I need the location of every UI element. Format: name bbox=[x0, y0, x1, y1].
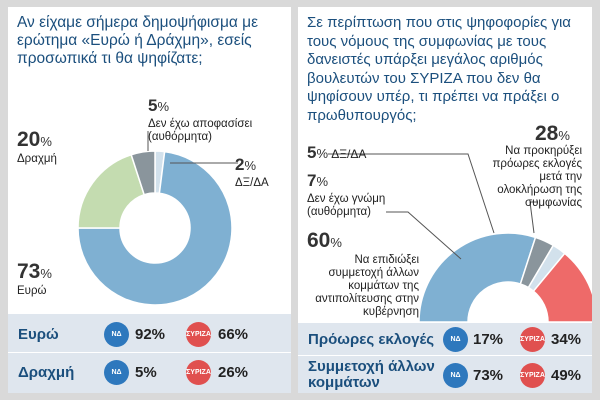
left-label-dk: 2% ΔΞ/ΔΑ bbox=[235, 154, 269, 190]
right-half-donut-chart bbox=[328, 153, 592, 323]
row-nd-value: 5% bbox=[135, 363, 157, 381]
coalition-text: Να επιδιώξει συμμετοχή άλλων κομμάτων τη… bbox=[315, 254, 419, 318]
left-donut-chart bbox=[77, 131, 238, 306]
coalition-value: 60 bbox=[307, 229, 331, 252]
undecided-pct-sign: % bbox=[157, 99, 170, 114]
table-row: Συμμετοχή άλλων κομμάτων ΝΔ 73% ΣΥΡΙΖΑ 4… bbox=[298, 359, 592, 391]
left-label-euro: 73% Ευρώ bbox=[17, 261, 52, 298]
drachma-name: Δραχμή bbox=[17, 153, 57, 165]
left-dk-name: ΔΞ/ΔΑ bbox=[235, 177, 269, 189]
noopinion-name: Δεν έχω γνώμη bbox=[307, 193, 386, 205]
row-syriza-value: 49% bbox=[551, 366, 582, 384]
undecided-value: 5 bbox=[148, 96, 158, 115]
nd-logo-icon: ΝΔ bbox=[443, 326, 468, 352]
noopinion-value: 7 bbox=[307, 171, 317, 190]
right-dk-name: ΔΞ/ΔΑ bbox=[331, 147, 367, 161]
left-question: Αν είχαμε σήμερα δημοψήφισμα με ερώτημα … bbox=[17, 14, 258, 67]
undecided-name: Δεν έχω αποφασίσει bbox=[148, 118, 253, 130]
syriza-logo-icon: ΣΥΡΙΖΑ bbox=[186, 359, 211, 385]
nd-logo-icon: ΝΔ bbox=[443, 362, 468, 388]
left-label-undecided: 5% Δεν έχω αποφασίσει (αυθόρμητα) bbox=[148, 95, 288, 144]
drachma-pct-sign: % bbox=[40, 134, 52, 149]
left-label-drachma: 20% Δραχμή bbox=[17, 129, 57, 166]
row-name: Συμμετοχή άλλων κομμάτων bbox=[308, 358, 435, 391]
left-slice-2 bbox=[130, 150, 156, 196]
drachma-value: 20 bbox=[17, 128, 41, 151]
row-divider bbox=[298, 355, 592, 356]
leader-line-0 bbox=[328, 153, 495, 234]
syriza-logo-icon: ΣΥΡΙΖΑ bbox=[520, 326, 545, 352]
row-name: Ευρώ bbox=[18, 325, 59, 343]
coalition-pct-sign: % bbox=[330, 235, 342, 250]
nd-logo-icon: ΝΔ bbox=[104, 359, 129, 385]
right-label-coalition: 60% bbox=[307, 230, 342, 254]
left-dk-pct-sign: % bbox=[244, 158, 257, 173]
table-row: Ευρώ ΝΔ 92% ΣΥΡΙΖΑ 66% bbox=[8, 320, 291, 348]
right-label-dk: 5% ΔΞ/ΔΑ bbox=[307, 142, 366, 165]
right-slice-3 bbox=[532, 252, 592, 323]
row-syriza-value: 66% bbox=[218, 325, 249, 343]
leader-line-1 bbox=[386, 211, 462, 260]
left-dk-value: 2 bbox=[235, 155, 245, 174]
right-label-noopinion: 7% Δεν έχω γνώμη (αυθόρμητα) bbox=[307, 170, 385, 219]
noopinion-pct-sign: % bbox=[316, 174, 329, 189]
syriza-logo-icon: ΣΥΡΙΖΑ bbox=[520, 362, 545, 388]
elections-pct-sign: % bbox=[558, 128, 570, 143]
row-syriza-value: 26% bbox=[218, 363, 249, 381]
syriza-logo-icon: ΣΥΡΙΖΑ bbox=[186, 321, 211, 347]
table-row: Δραχμή ΝΔ 5% ΣΥΡΙΖΑ 26% bbox=[8, 358, 291, 386]
right-bottom-table: Πρόωρες εκλογές ΝΔ 17% ΣΥΡΙΖΑ 34% Συμμετ… bbox=[298, 323, 592, 393]
row-name: Δραχμή bbox=[18, 363, 75, 381]
row-nd-value: 17% bbox=[473, 330, 504, 348]
nd-logo-icon: ΝΔ bbox=[104, 321, 129, 347]
elections-value: 28 bbox=[535, 122, 559, 145]
row-syriza-value: 34% bbox=[551, 330, 582, 348]
euro-name: Ευρώ bbox=[17, 285, 47, 297]
undecided-note: (αυθόρμητα) bbox=[148, 131, 212, 143]
right-label-elections: 28% bbox=[535, 123, 570, 147]
right-slice-0 bbox=[418, 232, 537, 323]
elections-text: Να προκηρύξει πρόωρες εκλογές μετά την ο… bbox=[492, 145, 582, 209]
left-panel: Αν είχαμε σήμερα δημοψήφισμα με ερώτημα … bbox=[8, 7, 291, 393]
euro-value: 73 bbox=[17, 260, 41, 283]
euro-pct-sign: % bbox=[40, 266, 52, 281]
left-slice-0 bbox=[77, 150, 233, 306]
right-panel: Σε περίπτωση που στις ψηφοφορίες για του… bbox=[298, 7, 592, 393]
left-slice-1 bbox=[77, 153, 146, 229]
right-dk-value: 5 bbox=[307, 143, 317, 162]
leader-line-2 bbox=[529, 201, 538, 234]
row-name: Πρόωρες εκλογές bbox=[308, 330, 435, 348]
row-nd-value: 73% bbox=[473, 366, 504, 384]
left-bottom-table: Ευρώ ΝΔ 92% ΣΥΡΙΖΑ 66% Δραχμή ΝΔ 5% ΣΥΡΙ… bbox=[8, 314, 291, 393]
row-nd-value: 92% bbox=[135, 325, 166, 343]
right-dk-pct-sign: % bbox=[316, 146, 329, 161]
right-question: Σε περίπτωση που στις ψηφοφορίες για του… bbox=[307, 14, 571, 124]
table-row: Πρόωρες εκλογές ΝΔ 17% ΣΥΡΙΖΑ 34% bbox=[298, 325, 592, 353]
noopinion-note: (αυθόρμητα) bbox=[307, 206, 371, 218]
row-divider bbox=[8, 352, 291, 353]
